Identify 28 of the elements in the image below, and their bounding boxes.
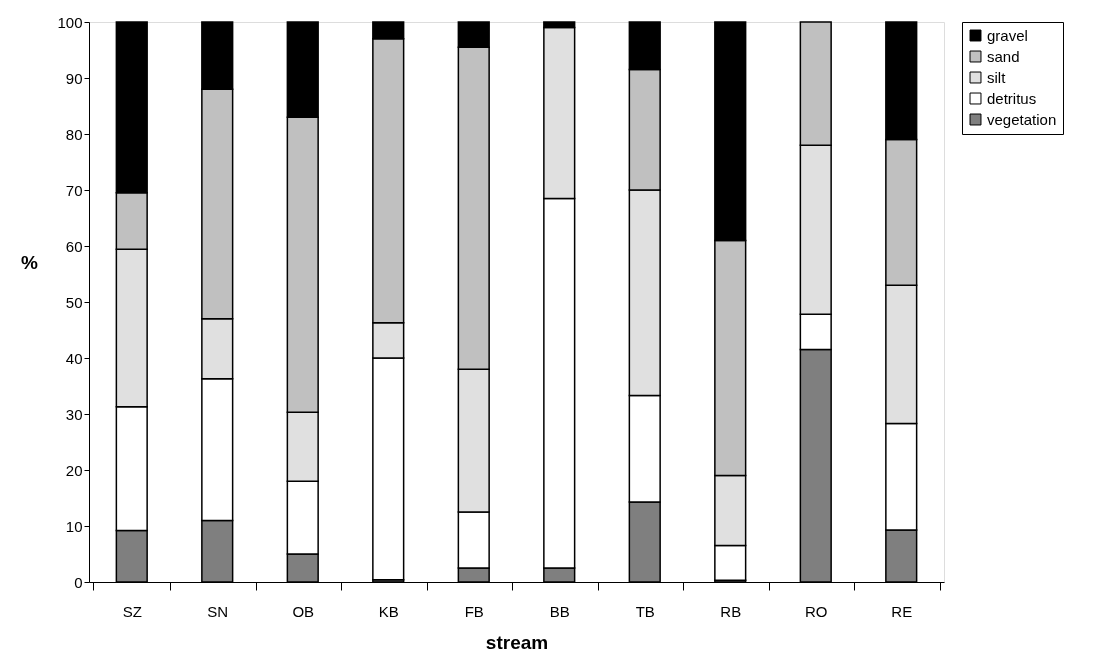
y-tick-label: 70 [65,181,83,199]
y-tick-label: 50 [65,293,83,311]
y-tick-label: 30 [65,405,83,423]
y-tick-label: 60 [65,237,83,255]
x-tick-label: TB [635,602,655,620]
y-axis-title: % [21,251,39,273]
y-tick-label: 40 [65,349,83,367]
y-tick-label: 90 [65,69,83,87]
x-tick-label: SN [207,602,229,620]
legend-label: vegetation [987,110,1057,128]
legend-label: silt [987,68,1007,86]
x-tick-label: RO [805,602,828,620]
x-tick-label: FB [464,602,484,620]
x-tick-label: SZ [122,602,142,620]
y-tick-label: 10 [65,517,83,535]
y-tick-label: 20 [65,461,83,479]
x-tick-label: RE [891,602,913,620]
x-axis-title: stream [485,631,549,653]
y-tick-label: 80 [65,125,83,143]
x-tick-label: BB [549,602,570,620]
legend-label: gravel [987,26,1028,44]
y-tick-label: 0 [74,573,83,591]
y-tick-label: 100 [57,13,83,31]
legend-label: detritus [987,89,1037,107]
x-tick-label: KB [378,602,399,620]
legend-label: sand [987,47,1020,65]
x-tick-label: OB [292,602,315,620]
x-tick-label: RB [720,602,742,620]
